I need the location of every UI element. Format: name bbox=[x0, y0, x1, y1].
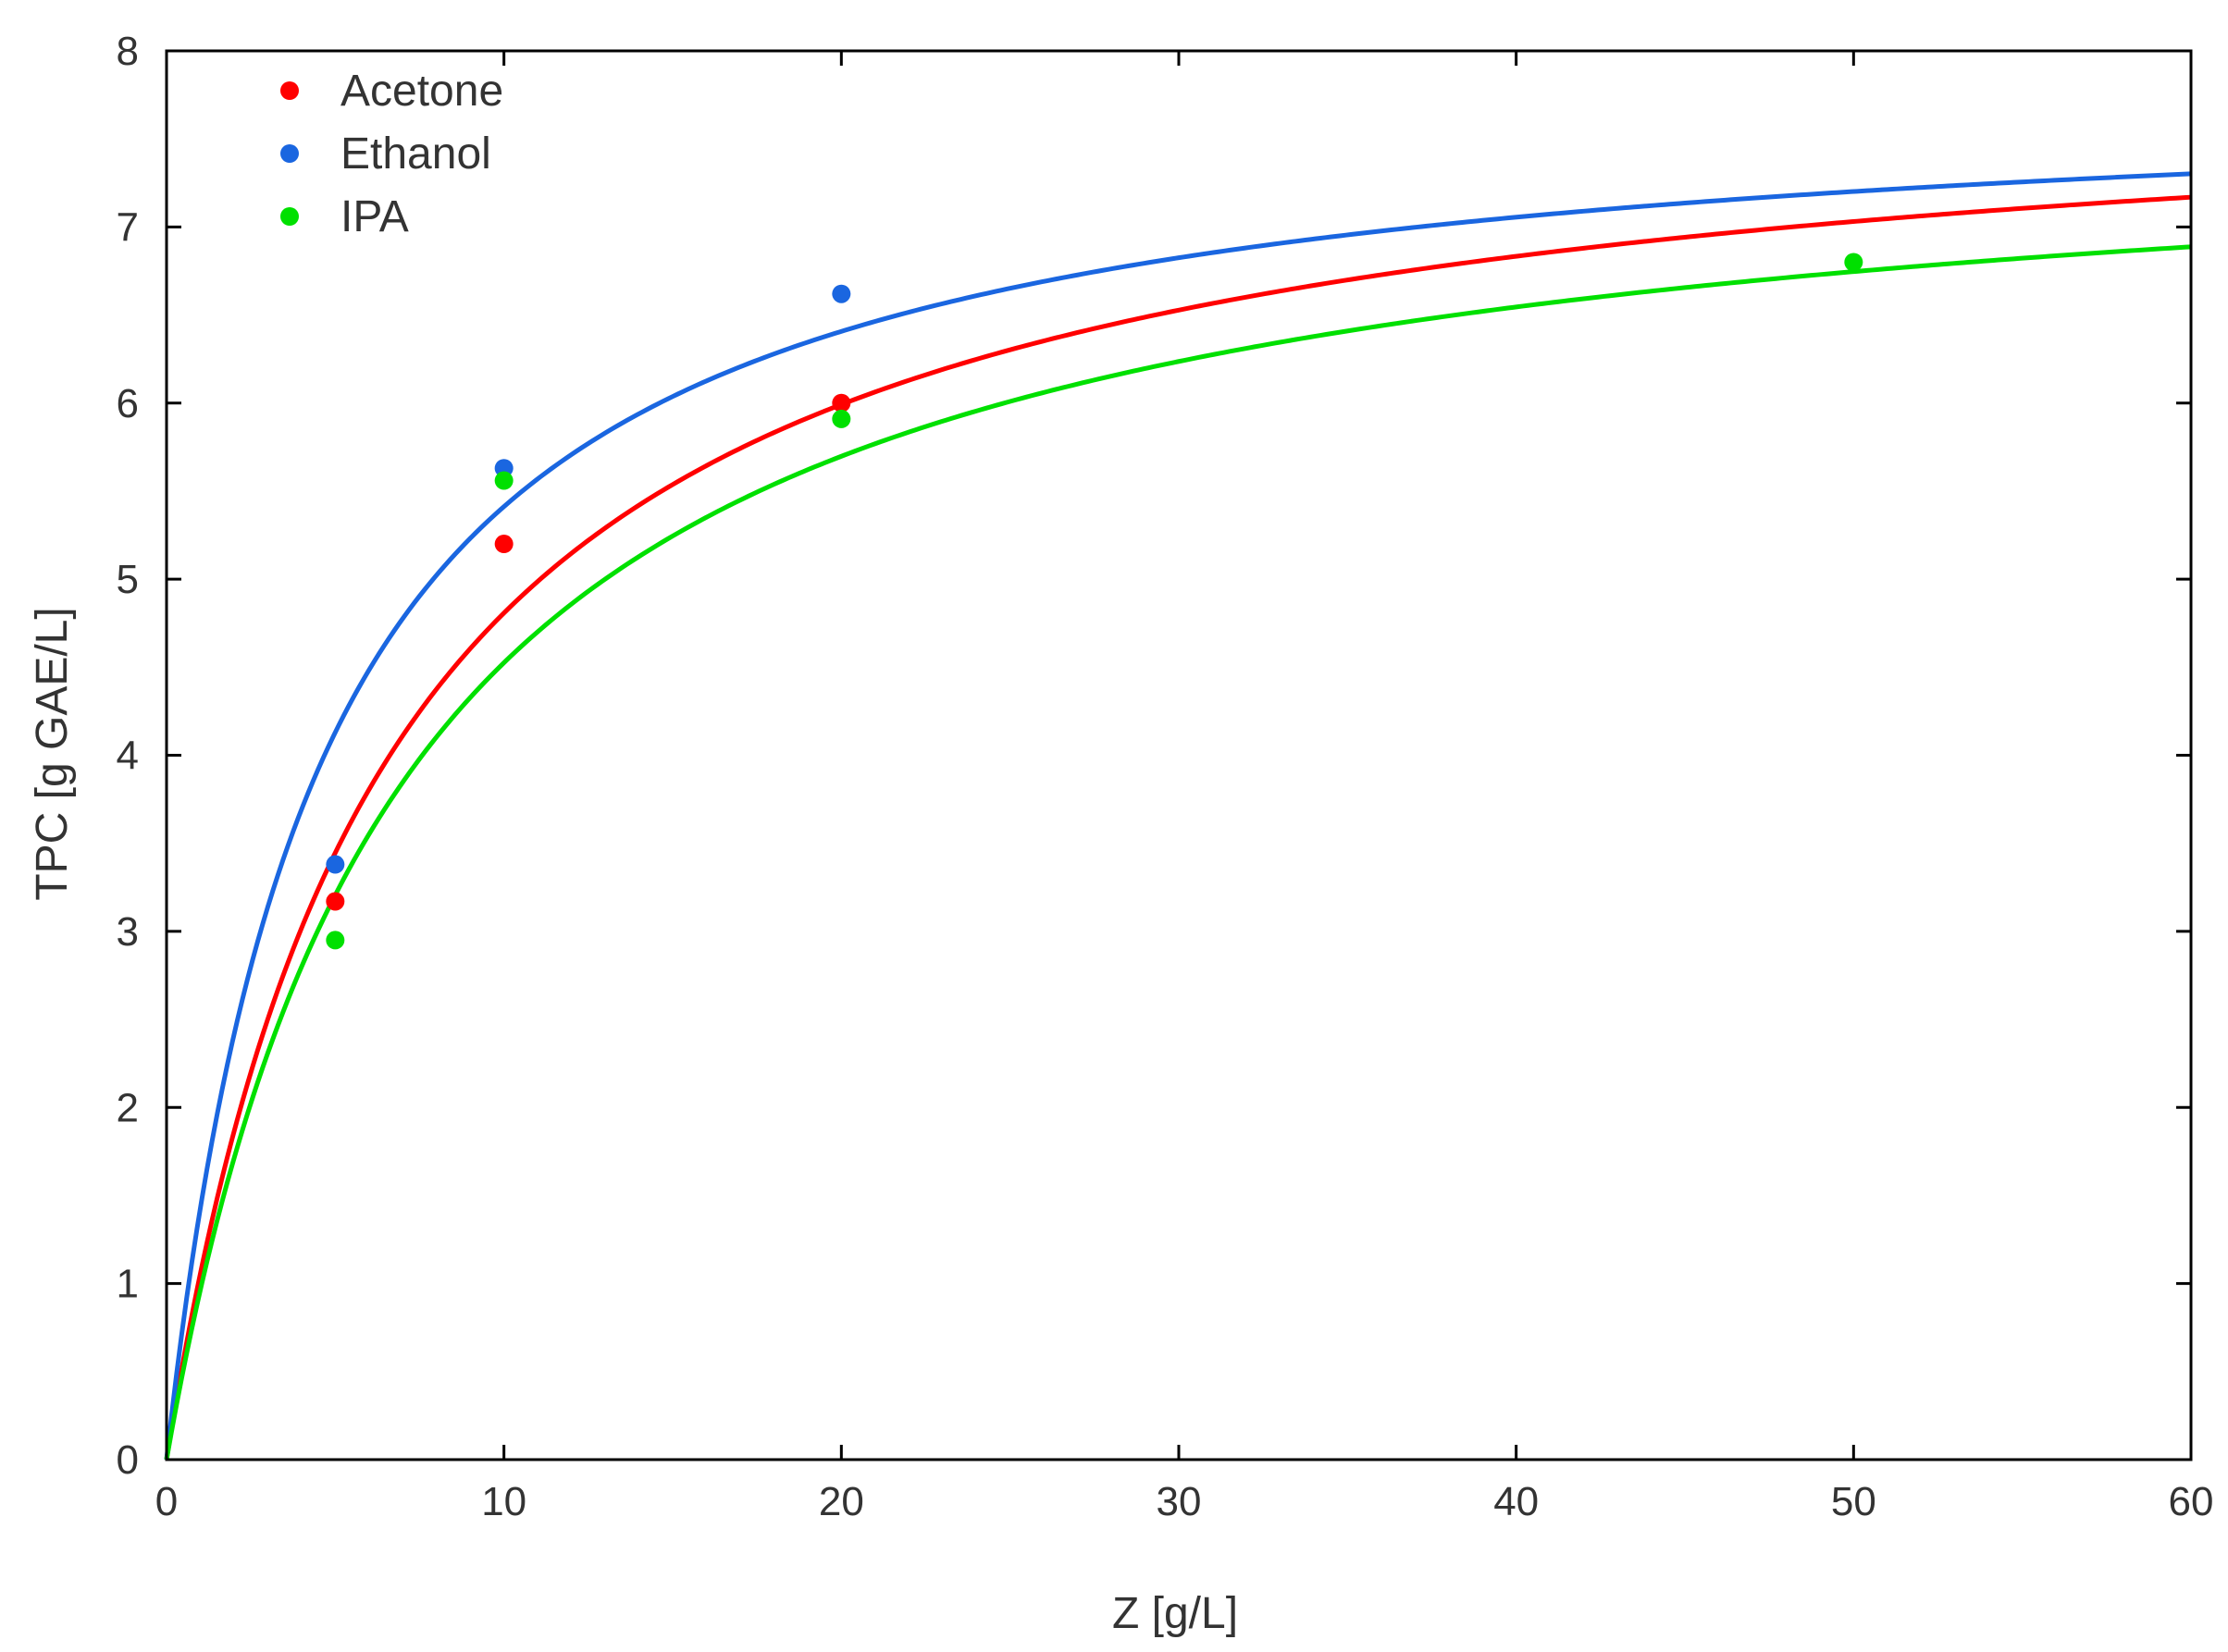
y-tick-label: 5 bbox=[117, 557, 139, 602]
y-tick-label: 0 bbox=[117, 1437, 139, 1483]
legend-label-acetone: Acetone bbox=[340, 67, 503, 116]
data-point-ethanol-2 bbox=[832, 284, 851, 303]
y-tick-label: 3 bbox=[117, 909, 139, 955]
y-axis-title: TPC [g GAE/L] bbox=[28, 607, 77, 900]
y-tick-label: 7 bbox=[117, 204, 139, 250]
legend-marker-acetone bbox=[280, 81, 299, 100]
data-point-ipa-1 bbox=[494, 471, 514, 490]
x-tick-label: 40 bbox=[1493, 1479, 1539, 1524]
y-tick-label: 4 bbox=[117, 734, 139, 779]
fit-curve-ipa bbox=[164, 244, 2192, 1461]
axes: 0 10 20 30 40 50 60 0 1 2 3 4 5 6 7 8 bbox=[117, 29, 2214, 1524]
x-tick-label: 30 bbox=[1157, 1479, 1202, 1524]
x-tick-label: 10 bbox=[481, 1479, 526, 1524]
legend-label-ethanol: Ethanol bbox=[340, 129, 491, 179]
legend-label-ipa: IPA bbox=[340, 192, 409, 241]
legend: Acetone Ethanol IPA bbox=[280, 67, 503, 241]
data-point-acetone-2 bbox=[832, 393, 851, 413]
data-point-ipa-3 bbox=[1844, 253, 1863, 272]
y-tick-label: 8 bbox=[117, 29, 139, 74]
fit-curve-ethanol bbox=[164, 171, 2192, 1461]
x-tick-label: 60 bbox=[2169, 1479, 2214, 1524]
x-axis-title: Z [g/L] bbox=[1112, 1589, 1238, 1638]
fit-curve-acetone bbox=[164, 194, 2192, 1461]
data-points bbox=[326, 253, 1863, 950]
legend-marker-ethanol bbox=[280, 144, 299, 163]
data-point-ipa-2 bbox=[832, 409, 851, 428]
data-point-ethanol-0 bbox=[326, 855, 345, 874]
data-point-acetone-0 bbox=[326, 892, 345, 911]
x-tick-label: 20 bbox=[819, 1479, 864, 1524]
legend-marker-ipa bbox=[280, 207, 299, 226]
x-tick-label: 50 bbox=[1831, 1479, 1876, 1524]
y-tick-label: 1 bbox=[117, 1262, 139, 1307]
y-tick-label: 6 bbox=[117, 381, 139, 426]
x-tick-label: 0 bbox=[155, 1479, 178, 1524]
data-point-ipa-0 bbox=[326, 931, 345, 950]
data-point-acetone-1 bbox=[494, 535, 514, 554]
fit-curves bbox=[164, 171, 2192, 1461]
y-tick-label: 2 bbox=[117, 1085, 139, 1130]
